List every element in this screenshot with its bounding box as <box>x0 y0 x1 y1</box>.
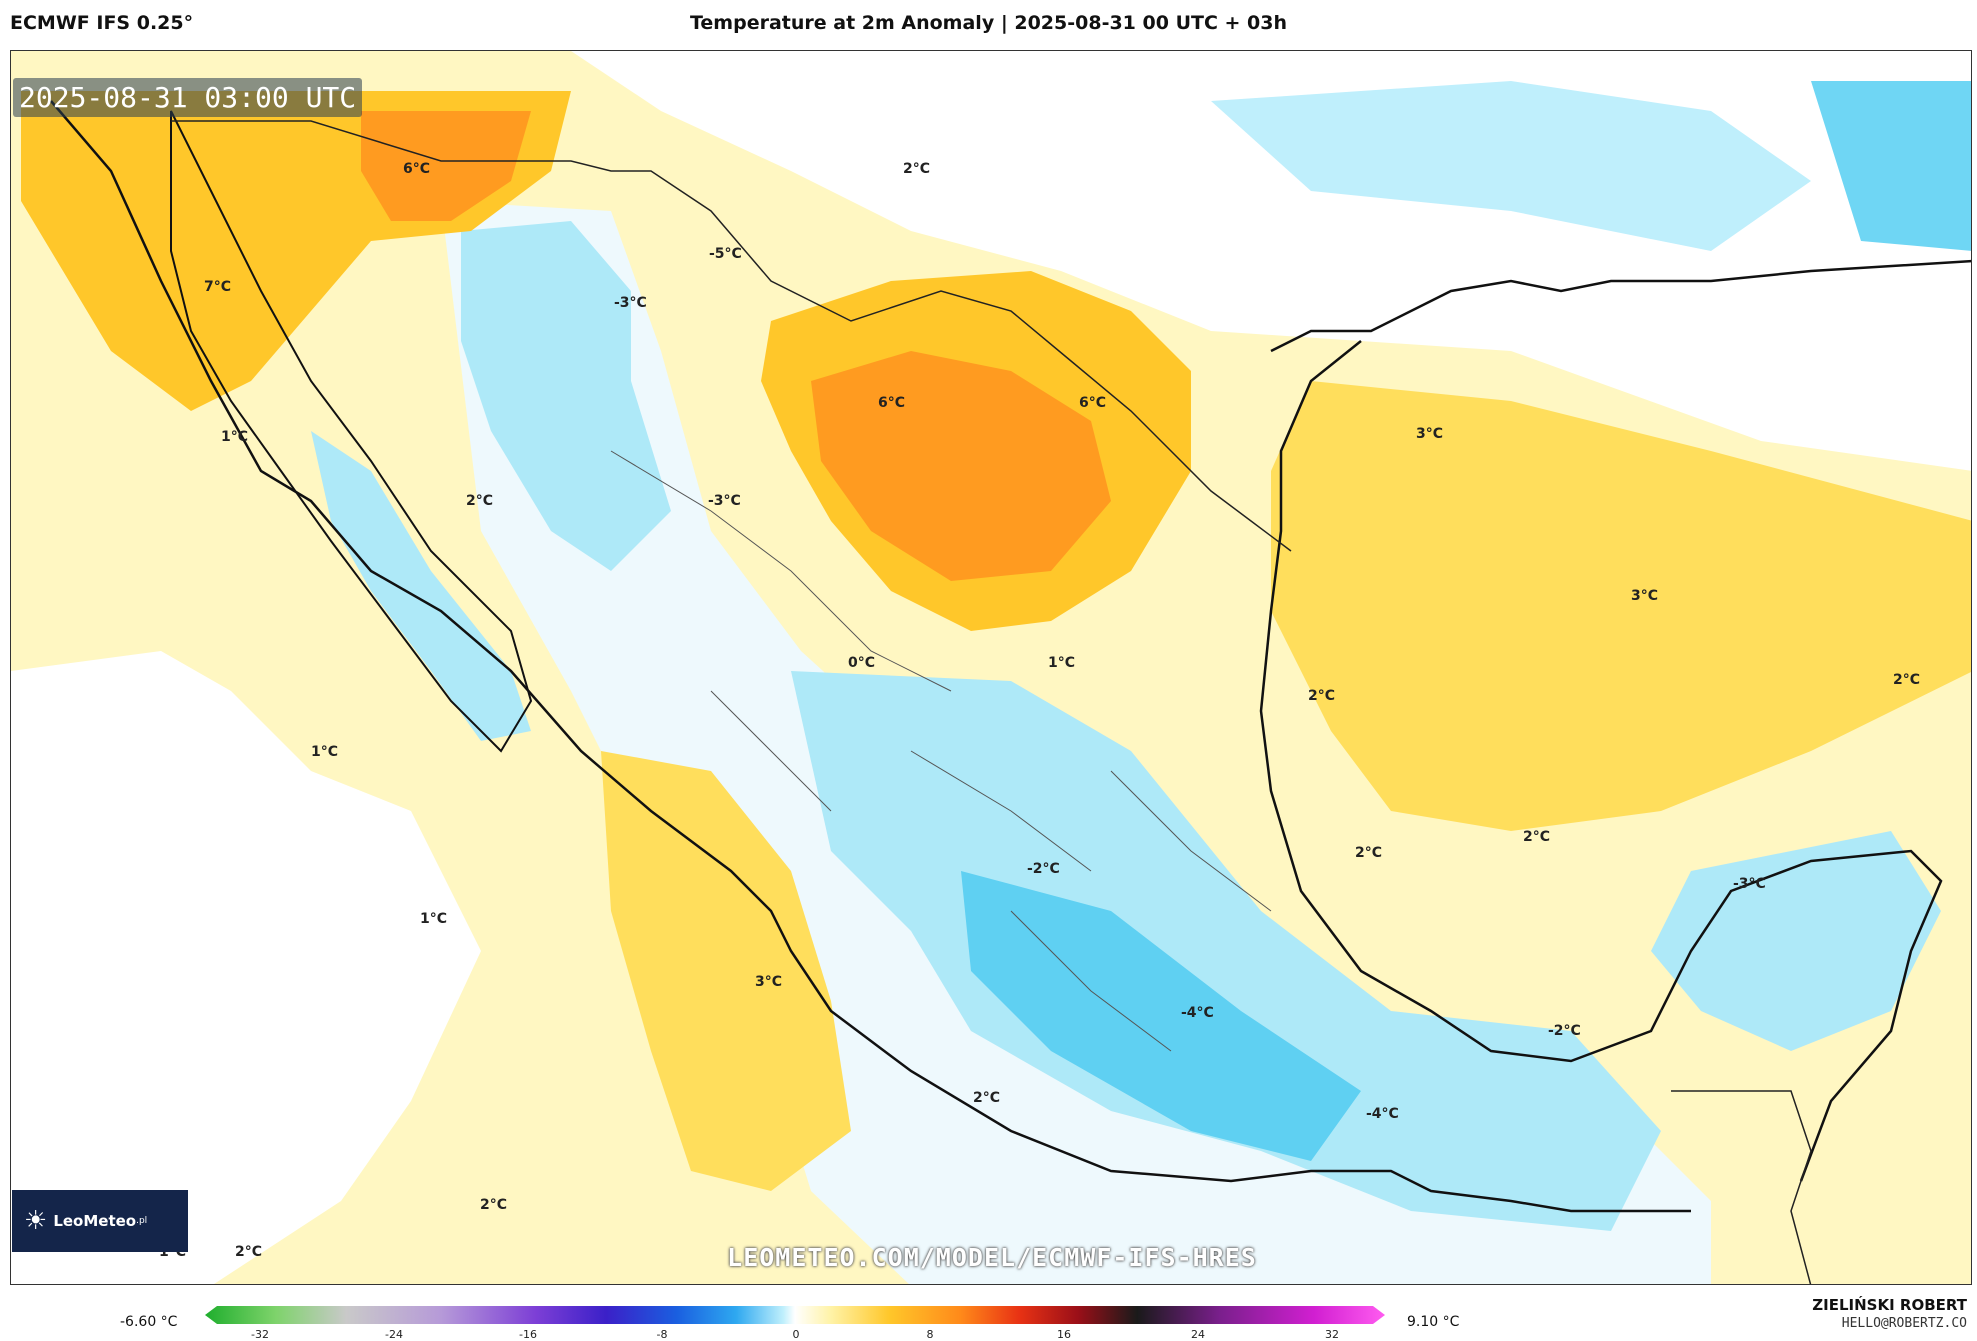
contour-label: 3°C <box>1416 426 1444 442</box>
us-mexico-border <box>171 120 1292 552</box>
logo-suffix: .pl <box>136 1216 148 1226</box>
contour-label: 2°C <box>1893 672 1921 688</box>
contour-label: 2°C <box>235 1244 263 1260</box>
model-name: ECMWF IFS 0.25° <box>10 12 194 34</box>
contour-label: -4°C <box>1181 1005 1214 1021</box>
contour-label: 3°C <box>1631 588 1659 604</box>
cool-area-yucatan <box>1651 831 1941 1051</box>
contour-label: 1°C <box>1048 655 1076 671</box>
pale-region-pacific <box>11 651 481 1284</box>
contour-label: 3°C <box>755 974 783 990</box>
contour-label: 7°C <box>204 279 232 295</box>
legend-tick: -8 <box>656 1328 668 1341</box>
contour-label: 2°C <box>1355 845 1383 861</box>
contour-label: -3°C <box>1733 876 1766 892</box>
legend-tick: -16 <box>519 1328 537 1341</box>
contour-label: -3°C <box>614 295 647 311</box>
header-bar: ECMWF IFS 0.25° Temperature at 2m Anomal… <box>0 0 1977 50</box>
contour-label: 1°C <box>311 744 339 760</box>
contour-label: -5°C <box>709 246 742 262</box>
contour-label: -2°C <box>1548 1023 1581 1039</box>
author-email[interactable]: HELLO@ROBERTZ.CO <box>1841 1316 1967 1331</box>
legend-min-value: -6.60 °C <box>120 1314 178 1330</box>
warm-area-gulf <box>1271 381 1971 831</box>
legend-tick: 8 <box>926 1328 934 1341</box>
contour-label: 1°C <box>420 911 448 927</box>
legend-max-value: 9.10 °C <box>1407 1314 1460 1330</box>
sun-icon: ☀ <box>24 1206 48 1236</box>
contour-label: 2°C <box>903 161 931 177</box>
leometeo-logo[interactable]: ☀ LeoMeteo .pl <box>12 1190 188 1252</box>
contour-label: 2°C <box>1523 829 1551 845</box>
contour-label: 2°C <box>1308 688 1336 704</box>
contour-label: 2°C <box>973 1090 1001 1106</box>
legend-tick: 16 <box>1057 1328 1071 1341</box>
legend-tick: 24 <box>1191 1328 1205 1341</box>
watermark-url: LEOMETEO.COM/MODEL/ECMWF-IFS-HRES <box>727 1243 1257 1272</box>
color-legend: -6.60 °C <box>0 1288 1977 1341</box>
baja-peninsula-coast <box>170 110 533 753</box>
gulf-west-coastline <box>1259 340 1943 1182</box>
warm-area-pacific <box>601 751 851 1191</box>
timestamp-overlay: 2025-08-31 03:00 UTC <box>13 78 363 117</box>
author-name: ZIELIŃSKI ROBERT <box>1812 1296 1967 1314</box>
cool-area-nw <box>1211 81 1811 251</box>
cool-area-south-core <box>961 871 1361 1161</box>
legend-colorbar <box>205 1306 1385 1324</box>
cool-area-sierra <box>461 221 671 571</box>
cool-area-ne <box>1811 81 1971 251</box>
legend-tick: 32 <box>1325 1328 1339 1341</box>
contour-label: 0°C <box>848 655 876 671</box>
anomaly-map[interactable]: 2025-08-31 03:00 UTC 6°C 2°C 7°C -5°C -3… <box>10 50 1972 1285</box>
logo-text: LeoMeteo <box>53 1212 137 1230</box>
cool-area-baja <box>311 431 531 741</box>
contour-label: 6°C <box>403 161 431 177</box>
map-canvas <box>11 51 1971 1284</box>
central-america-border <box>1671 1090 1812 1284</box>
legend-tick: -24 <box>385 1328 403 1341</box>
warm-area-north-core <box>811 351 1111 581</box>
gulf-coastline <box>1270 259 1971 353</box>
contour-label: 2°C <box>480 1197 508 1213</box>
warm-area-arizona-core <box>361 111 531 221</box>
legend-tick: 0 <box>792 1328 800 1341</box>
contour-label: -4°C <box>1366 1106 1399 1122</box>
contour-label: -3°C <box>708 493 741 509</box>
contour-label: -2°C <box>1027 861 1060 877</box>
legend-bar-shape <box>205 1306 1385 1324</box>
mexico-coastline <box>50 100 1691 1213</box>
legend-tick: -32 <box>251 1328 269 1341</box>
contour-label: 2°C <box>466 493 494 509</box>
contour-label: 1°C <box>221 429 249 445</box>
chart-title: Temperature at 2m Anomaly | 2025-08-31 0… <box>689 12 1288 34</box>
state-borders <box>610 450 1272 1052</box>
contour-label: 6°C <box>1079 395 1107 411</box>
contour-label: 6°C <box>878 395 906 411</box>
cool-area-center <box>791 671 1661 1231</box>
